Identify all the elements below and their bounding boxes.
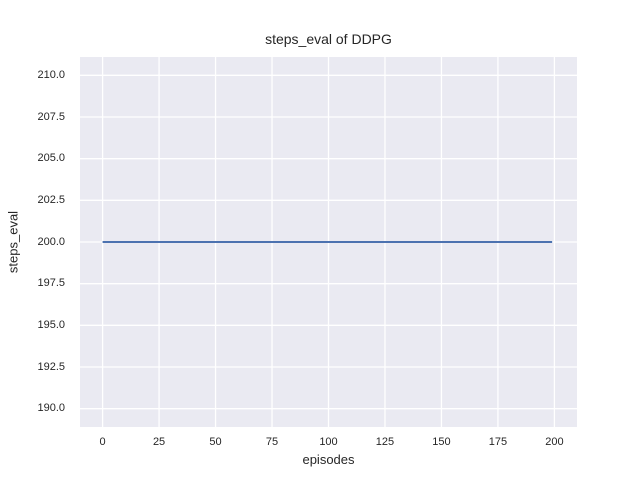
plot-area	[80, 57, 577, 427]
x-tick-label: 175	[488, 436, 508, 448]
y-tick-label: 205.0	[37, 152, 65, 165]
y-tick-label: 190.0	[37, 402, 65, 415]
x-tick-label: 0	[99, 436, 106, 448]
plot-canvas	[80, 57, 577, 427]
y-tick-label: 192.5	[37, 360, 65, 373]
y-tick-label: 200.0	[37, 235, 65, 248]
x-tick-label: 75	[265, 436, 279, 448]
x-tick-label: 200	[545, 436, 564, 448]
x-tick-label: 125	[375, 436, 395, 448]
x-tick-label: 150	[432, 436, 451, 448]
y-tick-label: 197.5	[37, 277, 65, 290]
y-tick-label: 207.5	[37, 110, 65, 123]
y-tick-label: 195.0	[37, 318, 65, 331]
x-tick-label: 50	[209, 436, 222, 448]
x-axis-label: episodes	[302, 452, 355, 467]
x-tick-label: 100	[319, 436, 338, 448]
chart-title: steps_eval of DDPG	[265, 31, 392, 47]
y-tick-label: 210.0	[37, 68, 65, 81]
x-tick-label: 25	[152, 436, 166, 448]
y-tick-label: 202.5	[37, 193, 65, 206]
